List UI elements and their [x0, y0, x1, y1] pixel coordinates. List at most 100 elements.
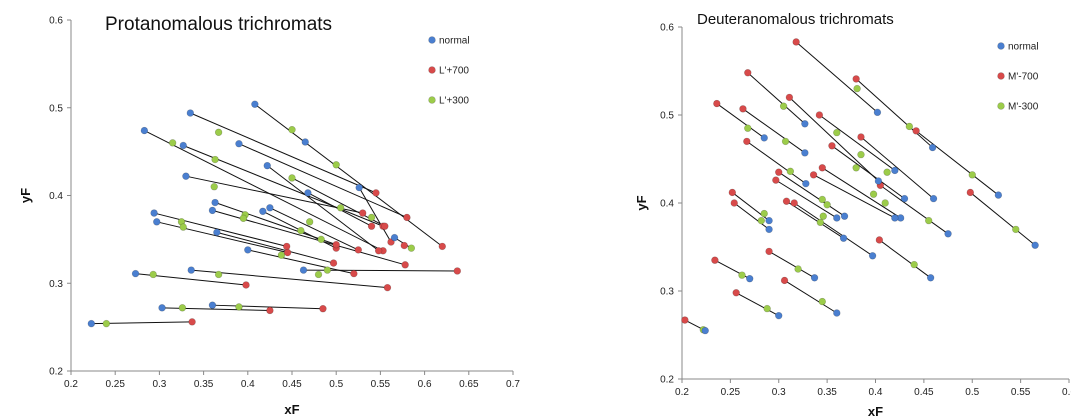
legend-marker: [428, 36, 436, 44]
x-tick-label: 0.25: [721, 387, 741, 398]
normal-point: [810, 274, 819, 282]
point-300: [883, 168, 891, 176]
normal-point: [158, 304, 166, 312]
point-700: [775, 168, 783, 176]
connector-line: [860, 136, 934, 199]
y-tick-label: 0.2: [49, 367, 63, 378]
connector-line: [775, 179, 838, 219]
normal-point: [994, 191, 1003, 199]
legend-label: M'-700: [1008, 72, 1039, 83]
connector-line: [190, 112, 377, 194]
normal-point: [304, 189, 312, 197]
connector-line: [793, 202, 873, 257]
normal-point: [833, 214, 841, 222]
point-700: [966, 188, 975, 197]
connector-line: [212, 304, 323, 310]
point-700: [728, 188, 737, 197]
point-700: [780, 276, 789, 285]
connector-line: [191, 269, 388, 289]
normal-point: [213, 228, 221, 237]
connector-line: [879, 239, 931, 279]
point-300: [211, 155, 219, 164]
x-tick-label: 0.2: [64, 379, 78, 390]
point-300: [925, 216, 933, 225]
normal-point: [87, 319, 96, 328]
connector-line: [855, 78, 933, 148]
y-tick-label: 0.5: [49, 103, 63, 114]
point-300: [852, 164, 860, 172]
x-tick-label: 0.3: [772, 387, 786, 398]
normal-point: [891, 166, 899, 175]
connector-line: [789, 97, 879, 182]
legend-marker: [428, 66, 436, 74]
chart-title: Deuteranomalous trichromats: [697, 11, 894, 28]
connector-line: [358, 187, 392, 243]
normal-point: [182, 172, 190, 180]
point-700: [372, 189, 380, 197]
normal-point: [801, 149, 809, 157]
x-tick-label: 0.7: [506, 379, 520, 390]
point-300: [794, 265, 802, 273]
connector-line: [216, 231, 334, 264]
point-700: [359, 209, 367, 217]
point-300: [869, 190, 878, 198]
normal-point: [891, 214, 899, 222]
x-tick-label: 0.4: [869, 387, 883, 398]
normal-point: [211, 198, 219, 207]
normal-point: [299, 266, 308, 274]
normal-point: [186, 109, 195, 117]
point-300: [910, 260, 918, 269]
normal-point: [839, 234, 848, 242]
connector-line: [969, 192, 1036, 246]
legend-marker: [997, 102, 1005, 110]
point-300: [149, 270, 157, 279]
normal-point: [873, 108, 882, 117]
point-700: [681, 316, 689, 324]
connector-line: [238, 143, 408, 218]
point-300: [288, 125, 296, 134]
point-700: [765, 247, 773, 256]
y-tick-label: 0.4: [660, 199, 674, 210]
connector-line: [214, 202, 337, 246]
point-700: [711, 256, 719, 264]
point-300: [102, 319, 111, 328]
y-tick-label: 0.6: [49, 16, 63, 27]
y-tick-label: 0.6: [660, 23, 674, 34]
point-300: [168, 139, 177, 147]
x-tick-label: 0.35: [817, 387, 837, 398]
point-700: [242, 281, 250, 289]
legend-label: normal: [1008, 42, 1039, 53]
point-700: [744, 69, 752, 77]
point-300: [305, 218, 314, 226]
point-700: [730, 199, 738, 207]
point-700: [188, 318, 196, 326]
point-700: [790, 199, 798, 207]
point-300: [738, 271, 746, 279]
point-300: [214, 270, 223, 279]
point-300: [367, 213, 376, 222]
point-700: [282, 242, 291, 251]
connector-line: [768, 250, 815, 279]
normal-point: [208, 206, 217, 215]
x-axis-label: xF: [284, 402, 299, 417]
point-700: [809, 171, 818, 179]
point-700: [772, 176, 780, 184]
connector-line: [144, 130, 384, 252]
point-300: [819, 212, 827, 220]
x-tick-label: 0.4: [241, 379, 255, 390]
connector-line: [266, 165, 379, 252]
point-300: [818, 195, 826, 204]
connector-line: [880, 184, 949, 235]
point-700: [374, 247, 383, 255]
point-700: [815, 111, 824, 119]
point-300: [314, 270, 323, 279]
normal-point: [926, 274, 935, 282]
connector-line: [915, 130, 999, 196]
point-700: [818, 164, 826, 172]
normal-point: [355, 183, 363, 192]
point-700: [401, 261, 409, 269]
point-300: [336, 204, 345, 212]
point-300: [757, 216, 766, 225]
point-700: [438, 242, 446, 251]
